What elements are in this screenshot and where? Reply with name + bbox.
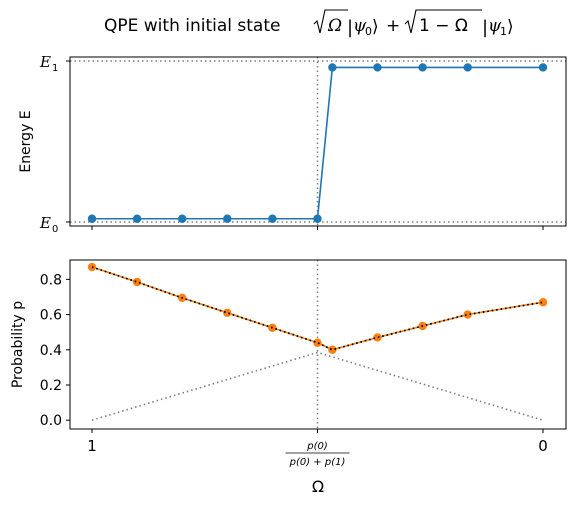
energy-point-2 [178,214,187,223]
title-one-minus-omega: 1 − Ω [419,16,468,36]
prob-point-5 [313,338,322,347]
prob-point-1 [132,277,142,287]
energy-point-5 [313,214,322,223]
prob-ylabel: Probability p [10,301,26,388]
prob-point-6 [328,345,337,354]
prob-xtick-den: p(0) + p(1) [289,457,346,468]
title-sub-1: 1 [500,25,507,38]
energy-point-8 [418,63,427,72]
title-psi-0: ψ [353,16,367,36]
title-sub-0: 0 [365,25,372,38]
prob-xlabel: Ω [312,477,324,496]
prob-ytick-label-3: 0.6 [40,308,62,324]
prob-ytick-label-1: 0.2 [40,378,62,394]
prob-ytick-label-0: 0.0 [40,413,62,429]
energy-point-6 [328,63,337,72]
title-rangle-1: ⟩ [507,17,514,37]
energy-ytick-sub-0: 0 [52,224,58,235]
energy-point-3 [223,214,232,223]
title-psi-1: ψ [488,16,502,36]
figure-title: QPE with initial state Ω | ψ 0 ⟩ + 1 − Ω… [104,9,514,38]
prob-xtick-label-0: 1 [87,437,97,455]
title-bar-2: | [482,17,488,38]
title-prefix: QPE with initial state [104,16,280,36]
prob-series-line-2 [91,351,544,421]
prob-point-0 [87,262,97,272]
probability-axes: 0.0 0.2 0.4 0.6 0.8 1 p(0) p(0) + p(1) 0 Probabil… [10,259,567,496]
energy-ylabel: Energy E [18,110,34,172]
title-plus: + [386,16,400,36]
prob-xtick-num: p(0) [306,441,328,452]
energy-point-0 [87,214,97,223]
energy-ytick-label-0: E [39,214,51,232]
energy-point-7 [373,63,382,72]
title-omega: Ω [327,16,342,36]
sqrt-sign-2 [404,9,482,34]
title-rangle-0: ⟩ [372,17,379,37]
energy-point-4 [268,214,277,223]
prob-ytick-label-4: 0.8 [40,272,62,288]
energy-point-9 [463,63,472,72]
prob-xtick-label-2: 0 [538,437,548,455]
prob-point-10 [538,298,548,307]
prob-point-7 [373,333,382,342]
sqrt-sign-1 [313,9,348,34]
prob-ytick-label-2: 0.4 [40,343,62,359]
energy-ytick-sub-1: 1 [52,63,58,74]
energy-ytick-label-1: E [39,53,51,71]
energy-axes-frame [69,56,567,227]
prob-point-3 [223,308,232,318]
energy-point-10 [538,63,548,72]
energy-point-1 [132,214,142,223]
title-bar-1: | [347,17,353,38]
prob-point-9 [463,310,472,319]
